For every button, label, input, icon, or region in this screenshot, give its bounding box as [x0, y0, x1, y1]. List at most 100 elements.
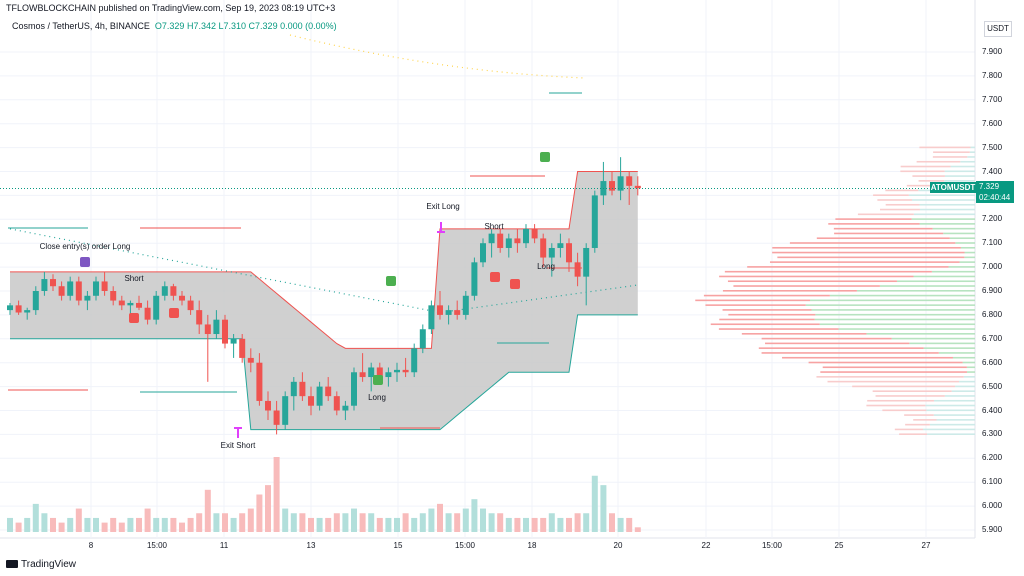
exit-short-arrow-icon — [234, 427, 242, 438]
close-entry-label: Close entry(s) order Long — [39, 242, 131, 251]
candle-body — [187, 300, 194, 311]
profile-sell-bar — [905, 423, 930, 426]
profile-buy-bar — [838, 328, 975, 330]
volume-bar — [505, 517, 512, 532]
time-tick-label: 8 — [88, 541, 94, 550]
profile-sell-bar — [733, 285, 880, 287]
volume-bar — [50, 517, 56, 532]
currency-button[interactable]: USDT — [984, 21, 1012, 37]
time-tick-label: 25 — [834, 541, 844, 550]
profile-buy-bar — [936, 419, 975, 421]
profile-buy-bar — [966, 366, 975, 369]
candle-body — [505, 238, 512, 248]
candle-body — [368, 367, 375, 378]
volume-bar — [187, 517, 194, 532]
candle-body — [583, 247, 590, 277]
candle-body — [204, 324, 211, 335]
volume-bar — [127, 517, 134, 532]
volume-bar — [548, 513, 555, 532]
candle-body — [471, 262, 478, 296]
volume-bar — [256, 494, 263, 532]
candle-body — [196, 310, 203, 325]
legend-symbol: Cosmos / TetherUS, 4h, BINANCE — [12, 21, 150, 31]
candle-body — [144, 307, 151, 320]
time-tick-label: 15:00 — [761, 541, 783, 550]
legend-high: H7.342 — [186, 21, 216, 31]
profile-sell-bar — [703, 294, 830, 297]
profile-buy-bar — [919, 203, 975, 206]
long-marker-3 — [540, 152, 550, 162]
profile-sell-bar — [933, 151, 970, 153]
symbol-legend[interactable]: Cosmos / TetherUS, 4h, BINANCE O7.329 H7… — [12, 21, 337, 31]
profile-buy-bar — [933, 399, 975, 402]
exit-long-label: Exit Long — [426, 202, 460, 211]
profile-buy-bar — [919, 208, 975, 211]
exit-long-arrow-icon — [437, 222, 445, 233]
volume-bar — [497, 513, 504, 532]
profile-sell-bar — [772, 246, 961, 249]
candle-body — [273, 410, 280, 425]
candle-body — [247, 357, 254, 363]
candle-body — [213, 319, 220, 335]
profile-buy-bar — [810, 299, 975, 302]
profile-buy-bar — [944, 180, 975, 182]
profile-sell-bar — [761, 337, 892, 340]
volume-bar — [204, 489, 211, 532]
volume-profile — [695, 146, 975, 435]
volume-bar — [161, 517, 168, 532]
volume-bar — [471, 499, 478, 532]
long-label-1: Long — [368, 393, 386, 402]
volume-bar — [75, 508, 82, 532]
long-marker-2 — [386, 276, 396, 286]
candle-body — [342, 405, 349, 411]
volume-bar — [67, 517, 74, 532]
profile-buy-bar — [949, 237, 975, 240]
volume-bar — [394, 517, 400, 532]
bar-countdown: 02:40:44 — [979, 193, 1011, 202]
profile-buy-bar — [960, 246, 975, 249]
candle-body — [118, 300, 125, 306]
candle-body — [325, 386, 332, 397]
profile-sell-bar — [816, 237, 950, 240]
candle-body — [617, 176, 624, 191]
profile-buy-bar — [866, 333, 975, 335]
channel-band — [9, 34, 638, 431]
profile-buy-bar — [964, 256, 975, 259]
candle-body — [523, 228, 529, 244]
profile-buy-bar — [963, 376, 975, 378]
candle-body — [351, 372, 357, 406]
short-label-1: Short — [124, 274, 144, 283]
volume-bar — [600, 485, 607, 532]
profile-buy-bar — [911, 218, 975, 220]
profile-sell-bar — [885, 189, 919, 192]
profile-sell-bar — [808, 361, 963, 364]
price-tick-label: 6.200 — [982, 453, 1003, 463]
profile-buy-bar — [805, 304, 975, 306]
profile-buy-bar — [927, 433, 975, 435]
profile-sell-bar — [875, 395, 945, 397]
volume-bar — [41, 513, 48, 532]
symbol-price-tag: ATOMUSDT — [930, 182, 976, 193]
volume-bar — [574, 513, 581, 532]
profile-buy-bar — [909, 342, 975, 345]
candle-body — [265, 400, 271, 411]
profile-buy-bar — [891, 337, 975, 340]
tradingview-logo[interactable]: TradingView — [6, 559, 76, 570]
profile-buy-bar — [962, 361, 975, 364]
volume-bar — [7, 517, 13, 532]
volume-bar — [32, 503, 39, 532]
candle-body — [222, 319, 228, 344]
candle-body — [376, 367, 383, 378]
profile-sell-bar — [828, 223, 920, 225]
volume-bar — [118, 522, 125, 532]
candle-body — [591, 195, 598, 248]
profile-buy-bar — [966, 371, 975, 373]
volume-bar — [583, 513, 590, 532]
time-tick-label: 15 — [393, 541, 403, 550]
profile-sell-bar — [769, 261, 960, 263]
profile-buy-bar — [913, 213, 975, 216]
legend-open: O7.329 — [154, 21, 185, 31]
candle-body — [531, 228, 538, 239]
volume-bar — [101, 522, 108, 532]
